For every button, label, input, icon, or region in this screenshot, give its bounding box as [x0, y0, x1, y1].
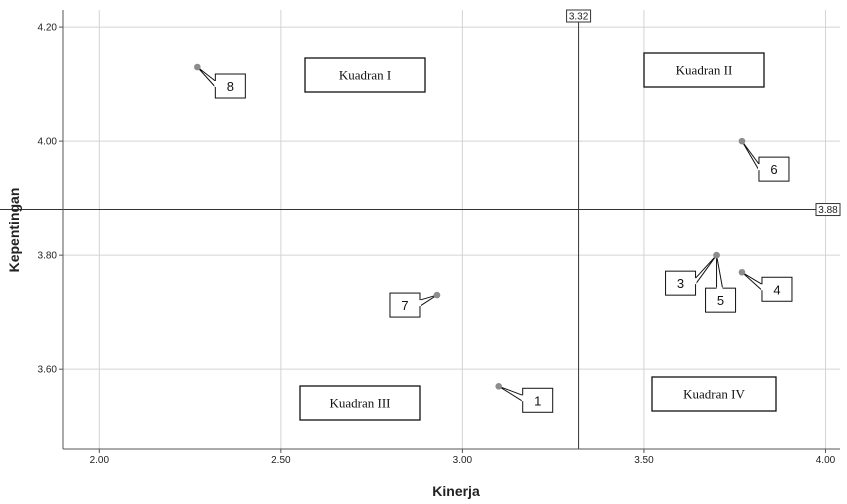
y-tick-label: 4.20 — [38, 23, 58, 34]
callout-box — [389, 292, 421, 318]
quadrant-label: Kuadran I — [339, 68, 391, 83]
callout-pointer — [695, 254, 717, 286]
point-label: 3 — [677, 276, 684, 291]
quadrant-labels: Kuadran I Kuadran II Kuadran III Kuadran IV — [299, 52, 777, 421]
x-axis-label: Kinerja — [432, 483, 480, 499]
grid-lines — [63, 10, 840, 449]
data-points — [194, 63, 746, 390]
callout-box — [665, 270, 697, 296]
quadrant-label-box — [651, 376, 777, 412]
data-point — [738, 268, 746, 276]
x-tick-label: 2.50 — [271, 455, 291, 466]
tick-labels: 2.00 2.50 3.00 3.50 4.00 3.60 3.80 4.00 4.20 — [38, 23, 836, 466]
point-callouts: 1 3 5 4 6 7 8 — [196, 66, 793, 413]
data-point — [738, 137, 746, 145]
callout-box — [522, 387, 554, 413]
reference-label-x: 3.32 — [569, 12, 589, 23]
x-tick-label: 3.50 — [634, 455, 654, 466]
callout-box — [705, 287, 737, 313]
reference-label-y: 3.88 — [818, 205, 838, 216]
data-point — [713, 251, 720, 259]
quadrant-label: Kuadran II — [676, 63, 733, 78]
data-point — [495, 382, 503, 390]
quadrant-label: Kuadran IV — [683, 387, 745, 402]
callout-pointer — [196, 66, 216, 89]
reference-lines: 3.32 3.88 — [0, 9, 841, 449]
point-label: 7 — [401, 298, 408, 313]
callout-pointer — [716, 255, 724, 289]
callout-box — [758, 156, 790, 182]
data-point — [433, 291, 441, 299]
quadrant-label-box — [304, 57, 426, 93]
callout-box — [214, 73, 246, 99]
point-label: 5 — [717, 293, 724, 308]
callout-pointer — [741, 140, 760, 172]
y-tick-label: 3.80 — [38, 251, 58, 262]
x-tick-label: 4.00 — [816, 455, 836, 466]
reference-label-box — [566, 9, 592, 23]
quadrant-label-box — [643, 52, 765, 88]
point-label: 6 — [770, 162, 777, 177]
quadrant-label-box — [299, 385, 421, 421]
reference-label-box — [815, 203, 841, 217]
x-tick-label: 3.00 — [453, 455, 473, 466]
x-tick-label: 2.00 — [90, 455, 110, 466]
point-label: 1 — [534, 393, 541, 408]
y-tick-label: 4.00 — [38, 137, 58, 148]
axes — [59, 10, 840, 453]
y-axis-label: Kepentingan — [6, 188, 22, 273]
data-point — [194, 63, 201, 71]
quadrant-label: Kuadran III — [330, 396, 391, 411]
callout-pointer — [498, 385, 524, 403]
point-label: 4 — [773, 282, 780, 297]
point-label: 8 — [227, 79, 234, 94]
y-tick-label: 3.60 — [38, 365, 58, 376]
callout-box — [761, 276, 793, 302]
callout-pointer — [741, 271, 763, 292]
